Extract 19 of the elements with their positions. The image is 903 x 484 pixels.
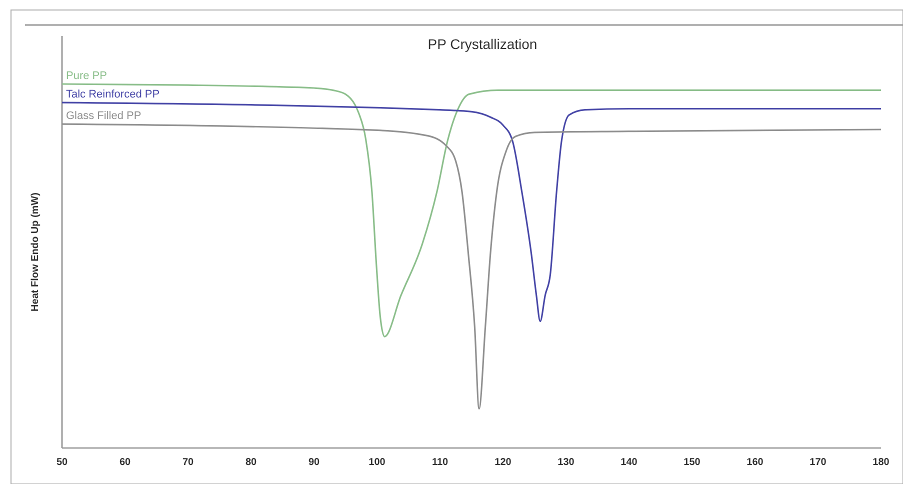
x-tick-label: 140 xyxy=(620,457,638,468)
x-tick-label: 120 xyxy=(494,457,512,468)
x-tick-label: 170 xyxy=(810,457,827,468)
x-tick-label: 60 xyxy=(119,457,131,468)
y-axis-title: Heat Flow Endo Up (mW) xyxy=(30,192,41,312)
chart-title: PP Crystallization xyxy=(428,36,538,52)
x-tick-label: 180 xyxy=(872,457,890,468)
x-tick-label: 90 xyxy=(308,457,320,468)
x-tick-label: 50 xyxy=(56,457,68,468)
x-tick-label: 130 xyxy=(558,457,575,468)
x-tick-label: 100 xyxy=(368,457,386,468)
x-tick-label: 80 xyxy=(245,457,257,468)
series-label: Glass Filled PP xyxy=(66,110,142,122)
series-label: Talc Reinforced PP xyxy=(66,88,160,101)
x-tick-label: 110 xyxy=(432,457,448,468)
x-tick-label: 150 xyxy=(684,457,701,468)
x-tick-label: 70 xyxy=(182,457,194,468)
series-label: Pure PP xyxy=(66,70,107,82)
x-tick-label: 160 xyxy=(746,457,764,468)
